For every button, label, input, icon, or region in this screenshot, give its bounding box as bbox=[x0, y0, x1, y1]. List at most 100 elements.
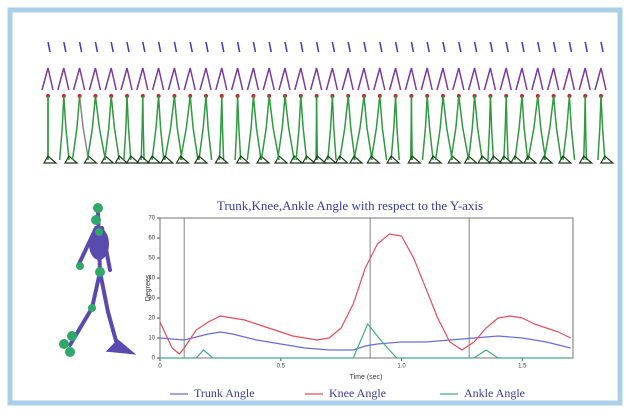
head-marker bbox=[505, 41, 509, 53]
y-axis-label: Degrees bbox=[145, 274, 152, 301]
leg bbox=[315, 95, 318, 161]
legend-label: Knee Angle bbox=[329, 386, 386, 400]
leg bbox=[421, 95, 428, 161]
foot bbox=[289, 155, 304, 164]
upper-body bbox=[136, 67, 149, 91]
head-marker bbox=[347, 41, 351, 53]
upper-body bbox=[246, 67, 260, 91]
leg bbox=[370, 95, 381, 161]
leg bbox=[189, 95, 199, 161]
upper-body bbox=[531, 67, 544, 91]
head-marker bbox=[458, 41, 462, 53]
head-marker bbox=[442, 41, 446, 53]
foot bbox=[428, 155, 443, 164]
foot bbox=[193, 155, 209, 164]
leg bbox=[467, 95, 476, 161]
leg bbox=[123, 95, 128, 161]
head-marker bbox=[552, 41, 557, 53]
upper-body bbox=[120, 67, 133, 91]
y-tick-label: 10 bbox=[148, 336, 155, 342]
foot bbox=[523, 155, 538, 164]
leg bbox=[327, 95, 334, 161]
head-marker bbox=[394, 41, 399, 53]
foot bbox=[235, 155, 251, 164]
leg bbox=[450, 95, 460, 161]
upper-body bbox=[41, 67, 54, 91]
upper-body bbox=[499, 67, 512, 91]
head-marker bbox=[473, 41, 478, 53]
head-marker bbox=[584, 41, 588, 53]
foot bbox=[578, 155, 594, 164]
head-marker bbox=[410, 41, 415, 53]
foot bbox=[147, 155, 162, 164]
thigh bbox=[98, 270, 110, 314]
upper-body bbox=[215, 67, 228, 91]
foot bbox=[334, 155, 350, 164]
leg bbox=[331, 95, 337, 161]
head-marker bbox=[173, 41, 178, 53]
foot bbox=[159, 155, 175, 164]
head-marker bbox=[521, 41, 525, 53]
foot bbox=[100, 155, 115, 164]
upper-body bbox=[594, 67, 607, 91]
leg bbox=[552, 95, 562, 161]
foot bbox=[366, 155, 381, 164]
head-marker bbox=[205, 41, 209, 53]
upper-body bbox=[104, 67, 117, 91]
leg bbox=[394, 95, 400, 161]
leg bbox=[543, 95, 555, 161]
foot bbox=[463, 155, 479, 164]
leg bbox=[434, 95, 444, 161]
upper-body bbox=[562, 67, 576, 91]
head-marker bbox=[110, 41, 114, 53]
leg bbox=[142, 95, 145, 161]
leg bbox=[527, 95, 539, 161]
foot bbox=[557, 155, 573, 164]
upper-body bbox=[309, 67, 323, 91]
leg bbox=[537, 95, 547, 161]
foot bbox=[407, 155, 422, 164]
upper-body bbox=[151, 67, 165, 91]
leg bbox=[600, 95, 606, 161]
foot bbox=[509, 155, 525, 164]
foot bbox=[125, 155, 141, 164]
leg bbox=[379, 95, 388, 161]
leg bbox=[58, 95, 65, 161]
leg bbox=[179, 95, 191, 161]
leg bbox=[205, 95, 213, 161]
foot bbox=[105, 339, 137, 355]
leg bbox=[505, 95, 509, 161]
upper-body bbox=[325, 67, 339, 91]
head-marker bbox=[300, 41, 304, 53]
foot bbox=[477, 155, 492, 164]
head-marker bbox=[252, 41, 257, 53]
head-marker bbox=[94, 41, 99, 53]
foot bbox=[312, 155, 327, 164]
head-marker bbox=[268, 41, 272, 53]
x-axis-label: Time (sec) bbox=[350, 374, 383, 381]
upper-body bbox=[452, 67, 465, 91]
upper-body bbox=[373, 67, 386, 91]
head-marker bbox=[47, 41, 51, 53]
head-marker bbox=[221, 41, 225, 53]
head-marker bbox=[284, 41, 288, 53]
head-marker bbox=[537, 41, 541, 53]
head-marker bbox=[600, 41, 604, 53]
leg bbox=[246, 95, 255, 161]
leg bbox=[157, 95, 165, 161]
head-marker bbox=[78, 41, 83, 53]
y-tick-label: 20 bbox=[148, 316, 155, 322]
x-tick-label: 0 bbox=[158, 364, 162, 370]
leg bbox=[473, 95, 483, 161]
upper-body bbox=[72, 67, 86, 91]
leg bbox=[390, 95, 397, 161]
leg bbox=[103, 95, 112, 161]
foot bbox=[386, 155, 401, 164]
upper-body bbox=[341, 67, 354, 91]
leg bbox=[71, 95, 81, 161]
leg bbox=[487, 95, 492, 161]
leg bbox=[514, 95, 523, 161]
x-tick-label: 1.0 bbox=[397, 364, 406, 370]
upper-body bbox=[183, 67, 196, 91]
head-marker bbox=[331, 41, 336, 53]
